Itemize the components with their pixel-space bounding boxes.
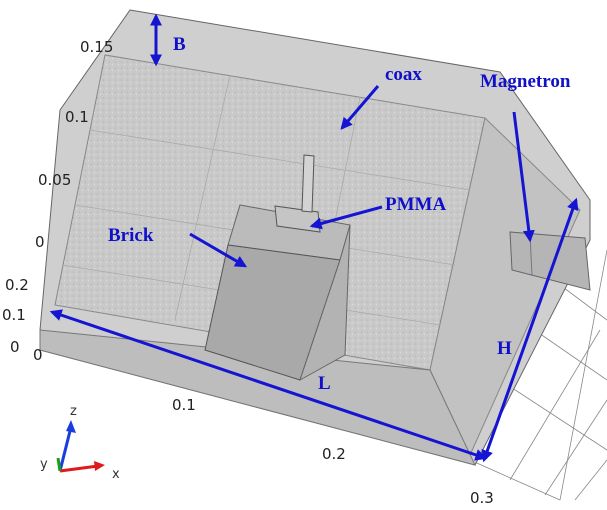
z-tick: 0 bbox=[35, 233, 45, 251]
label-l: L bbox=[318, 373, 331, 394]
y-tick: 0.2 bbox=[5, 276, 29, 294]
z-tick: 0.05 bbox=[38, 171, 71, 189]
y-tick: 0.1 bbox=[2, 306, 26, 324]
triad-z: z bbox=[70, 404, 77, 419]
diagram: 0.15 0.1 0.05 0 0.2 0.1 0 0 0.1 0.2 0.3 … bbox=[0, 0, 607, 510]
x-tick: 0.1 bbox=[172, 396, 196, 414]
triad-x: x bbox=[112, 467, 120, 482]
x-tick: 0 bbox=[33, 346, 43, 364]
coax bbox=[302, 155, 314, 212]
label-brick: Brick bbox=[108, 225, 154, 246]
label-h: H bbox=[497, 338, 512, 359]
label-coax: coax bbox=[385, 64, 422, 85]
z-tick: 0.15 bbox=[80, 38, 113, 56]
x-tick: 0.2 bbox=[322, 445, 346, 463]
label-pmma: PMMA bbox=[385, 194, 446, 215]
label-magnetron: Magnetron bbox=[480, 71, 571, 92]
y-tick: 0 bbox=[10, 338, 20, 356]
z-tick: 0.1 bbox=[65, 108, 89, 126]
triad-y: y bbox=[40, 457, 48, 472]
x-tick: 0.3 bbox=[470, 489, 494, 507]
axis-triad bbox=[58, 420, 105, 471]
label-b: B bbox=[173, 34, 186, 55]
